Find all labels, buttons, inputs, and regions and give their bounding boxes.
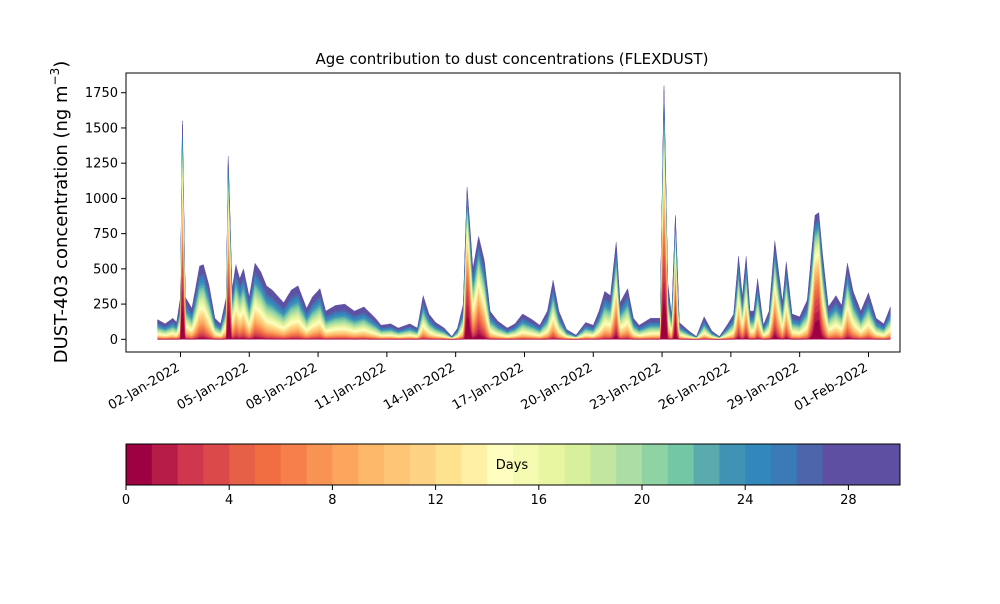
- x-tick-label: 26-Jan-2022: [656, 360, 733, 413]
- x-tick-label: 02-Jan-2022: [106, 360, 183, 413]
- colorbar-swatch-4: [229, 444, 256, 485]
- colorbar-swatch-0: [126, 444, 153, 485]
- y-axis: 0 250 500 750 1000 1250 1500 1750: [85, 86, 126, 348]
- colorbar-swatch-17: [564, 444, 591, 485]
- colorbar-label: Days: [496, 458, 529, 473]
- colorbar-swatch-19: [616, 444, 643, 485]
- colorbar-swatch-14: [487, 444, 514, 485]
- stacked-age-areas: [157, 85, 891, 340]
- colorbar-tick-label: 8: [328, 493, 336, 508]
- y-tick-label: 1750: [85, 86, 118, 101]
- y-tick-label: 750: [93, 227, 118, 242]
- colorbar-swatch-3: [203, 444, 230, 485]
- colorbar-tick-label: 4: [225, 493, 233, 508]
- colorbar-frame: [125, 443, 901, 486]
- colorbar-swatch-5: [255, 444, 282, 485]
- colorbar-tick-label: 24: [737, 493, 754, 508]
- colorbar-swatch-16: [538, 444, 566, 485]
- colorbar-swatch-8: [332, 444, 359, 485]
- colorbar-swatch-29: [874, 444, 901, 485]
- x-tick-label: 14-Jan-2022: [381, 360, 458, 413]
- plot-frame: [125, 72, 901, 353]
- colorbar-swatch-18: [590, 444, 617, 485]
- x-tick-label: 08-Jan-2022: [243, 360, 320, 413]
- colorbar-tick-label: 20: [634, 493, 651, 508]
- colorbar-tick-label: 16: [531, 493, 548, 508]
- x-tick-label: 01-Feb-2022: [792, 360, 871, 414]
- colorbar-swatch-15: [513, 444, 540, 485]
- colorbar-swatch-24: [745, 444, 772, 485]
- colorbar-swatch-25: [771, 444, 798, 485]
- colorbar-tick-label: 28: [840, 493, 857, 508]
- y-tick-label: 500: [93, 262, 118, 277]
- colorbar-swatch-28: [848, 444, 875, 485]
- chart-title: Age contribution to dust concentrations …: [316, 50, 709, 68]
- colorbar-swatch-9: [358, 444, 385, 485]
- colorbar-swatch-26: [796, 444, 824, 485]
- age-band-0: [157, 300, 891, 340]
- age-band-21: [157, 125, 891, 339]
- y-tick-label: 1000: [85, 192, 118, 207]
- colorbar-swatch-12: [435, 444, 462, 485]
- colorbar-swatch-1: [151, 444, 179, 485]
- y-tick-label: 1250: [85, 157, 118, 172]
- colorbar-swatch-22: [693, 444, 720, 485]
- x-tick-label: 17-Jan-2022: [450, 360, 527, 413]
- colorbar-swatch-21: [667, 444, 695, 485]
- colorbar: 0 4 8 12 16 20 24 28: [122, 443, 901, 508]
- colorbar-swatch-11: [409, 444, 437, 485]
- colorbar-swatch-6: [280, 444, 308, 485]
- colorbar-tick-label: 0: [122, 493, 130, 508]
- colorbar-swatch-27: [822, 444, 849, 485]
- colorbar-swatch-23: [719, 444, 746, 485]
- x-tick-label: 23-Jan-2022: [587, 360, 664, 413]
- x-tick-label: 11-Jan-2022: [312, 360, 389, 413]
- colorbar-swatch-2: [177, 444, 204, 485]
- x-axis: 02-Jan-202205-Jan-202208-Jan-202211-Jan-…: [106, 352, 871, 414]
- y-axis-label: DUST-403 concentration (ng m−3): [48, 61, 72, 364]
- y-tick-label: 250: [93, 298, 118, 313]
- colorbar-swatch-13: [461, 444, 488, 485]
- x-tick-label: 20-Jan-2022: [519, 360, 596, 413]
- colorbar-swatch-10: [384, 444, 411, 485]
- colorbar-tick-label: 12: [427, 493, 444, 508]
- colorbar-swatch-20: [642, 444, 669, 485]
- x-tick-label: 05-Jan-2022: [175, 360, 252, 413]
- x-tick-label: 29-Jan-2022: [725, 360, 802, 413]
- y-tick-label: 0: [110, 333, 118, 348]
- y-tick-label: 1500: [85, 121, 118, 136]
- colorbar-swatch-7: [306, 444, 333, 485]
